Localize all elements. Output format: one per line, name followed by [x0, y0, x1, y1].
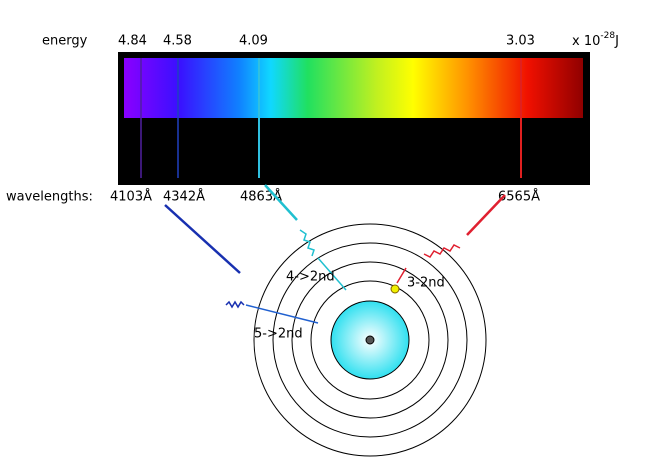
- electron: [390, 284, 400, 294]
- energy-value: 4.84: [118, 34, 147, 49]
- photons: [164, 184, 506, 324]
- energy-unit: x 10-28J: [572, 31, 619, 49]
- energy-value: 3.03: [506, 34, 535, 49]
- photon-wave: [225, 300, 245, 309]
- emission-lines: [140, 58, 522, 178]
- wavelength-axis: wavelengths: 4103Å 4342Å 4863Å 6565Å: [6, 189, 540, 205]
- orbit: [272, 242, 468, 438]
- photon-wave: [423, 244, 461, 258]
- wavelength-value: 6565Å: [498, 189, 540, 205]
- wavelength-label: wavelengths:: [6, 190, 93, 205]
- energy-value: 4.09: [239, 34, 268, 49]
- atom: [253, 223, 487, 457]
- photon-path: [264, 184, 298, 221]
- spectrum-band: [124, 58, 583, 118]
- energy-value: 4.58: [163, 34, 192, 49]
- nucleus: [365, 335, 375, 345]
- transition-labels: 4->2nd 3-2nd 5->2nd: [254, 270, 445, 342]
- transition-arrow: [396, 267, 407, 284]
- transition-label: 3-2nd: [407, 276, 445, 291]
- photon-path: [317, 257, 347, 291]
- photon-path: [466, 194, 506, 236]
- transition-label: 5->2nd: [254, 327, 303, 342]
- photon-wave: [299, 229, 315, 257]
- energy-axis: energy 4.84 4.58 4.09 3.03 x 10-28J: [42, 31, 619, 49]
- orbit: [291, 261, 449, 419]
- orbit: [310, 280, 430, 400]
- wavelength-value: 4103Å: [110, 189, 152, 205]
- energy-label: energy: [42, 34, 88, 49]
- wavelength-value: 4342Å: [163, 189, 205, 205]
- photon-path: [164, 204, 241, 274]
- transition-arrow: [245, 304, 319, 324]
- orbit: [253, 223, 487, 457]
- transition-label: 4->2nd: [286, 270, 335, 285]
